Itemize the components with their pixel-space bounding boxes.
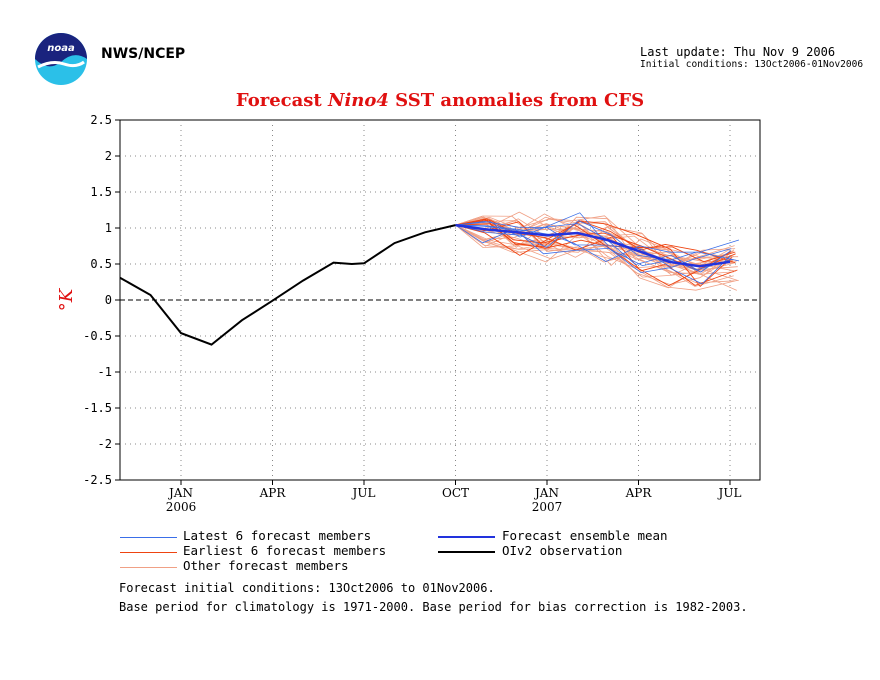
y-tick-label: 1.5 [90, 185, 112, 199]
noaa-logo-text: noaa [47, 43, 75, 54]
y-tick-label: -2.5 [83, 473, 112, 487]
y-tick-label: 0 [105, 293, 112, 307]
other-member-line [455, 224, 732, 268]
earliest-member-line [455, 220, 733, 288]
title-part-1: Forecast [235, 90, 328, 111]
legend-label-earliest: Earliest 6 forecast members [183, 543, 387, 558]
other-member-line [455, 224, 737, 276]
latest-member-line [455, 224, 740, 262]
observation-line [119, 224, 456, 346]
legend-swatch-earliest [120, 552, 177, 553]
x-tick-label: OCT [442, 486, 469, 500]
x-tick-label: JAN [533, 486, 559, 500]
ensemble-mean-line [455, 223, 731, 268]
y-tick-label: 0.5 [90, 257, 112, 271]
x-tick-label: JUL [717, 486, 742, 500]
footnote-initial-conditions: Forecast initial conditions: 13Oct2006 t… [119, 581, 495, 595]
y-tick-label: -0.5 [83, 329, 112, 343]
legend-label-obs: OIv2 observation [502, 543, 623, 558]
other-member-line [455, 216, 731, 269]
noaa-logo: noaa [35, 33, 87, 85]
legend-label-latest: Latest 6 forecast members [183, 528, 372, 543]
y-tick-label: -1.5 [83, 401, 112, 415]
agency-label: NWS/NCEP [101, 46, 186, 62]
y-tick-label: -1 [98, 365, 112, 379]
x-tick-year: 2007 [532, 500, 563, 514]
x-tick-label: APR [259, 486, 287, 500]
y-axis-label: °K [56, 287, 77, 311]
chart-title: Forecast Nino4 SST anomalies from CFS [0, 90, 880, 111]
footnote-base-period: Base period for climatology is 1971-2000… [119, 600, 748, 614]
x-tick-label: APR [625, 486, 653, 500]
last-update: Last update: Thu Nov 9 2006 [640, 45, 836, 59]
y-tick-label: 1 [105, 221, 112, 235]
x-tick-label: JUL [351, 486, 376, 500]
y-tick-label: 2 [105, 149, 112, 163]
initial-conditions: Initial conditions: 13Oct2006-01Nov2006 [640, 59, 864, 70]
title-part-3: SST anomalies from CFS [388, 90, 645, 111]
legend-label-other: Other forecast members [183, 558, 349, 573]
x-tick-year: 2006 [166, 500, 197, 514]
other-member-line [455, 216, 732, 260]
x-tick-label: JAN [167, 486, 193, 500]
legend-swatch-obs [438, 551, 495, 553]
latest-member-line [455, 220, 731, 285]
title-part-2: Nino4 [327, 90, 389, 111]
legend-swatch-latest [120, 537, 177, 538]
latest-member-line [455, 220, 732, 273]
y-tick-label: -2 [98, 437, 112, 451]
legend-label-mean: Forecast ensemble mean [502, 528, 668, 543]
latest-member-line [455, 223, 733, 271]
legend-swatch-other [120, 567, 177, 568]
y-tick-label: 2.5 [90, 113, 112, 127]
legend-swatch-mean [438, 536, 495, 538]
latest-member-line [455, 224, 740, 267]
